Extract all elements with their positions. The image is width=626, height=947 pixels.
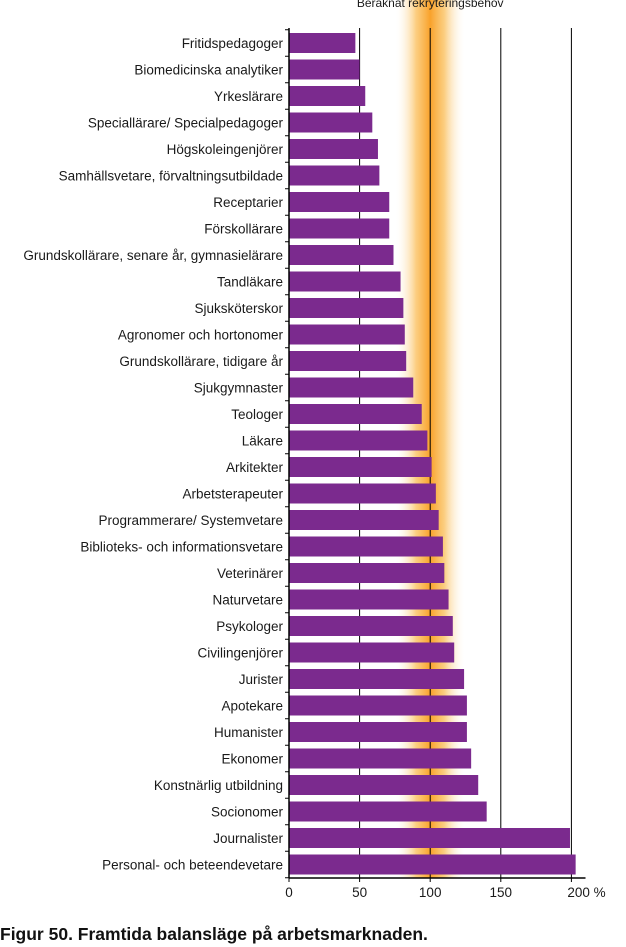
- bar-3: [289, 86, 366, 106]
- bar-15: [289, 404, 422, 424]
- bar-26: [289, 695, 467, 716]
- category-label: Psykologer: [216, 619, 283, 634]
- bar-27: [289, 722, 467, 742]
- bar-1: [289, 33, 356, 53]
- category-label: Grundskollärare, tidigare år: [119, 354, 283, 369]
- bar-8: [289, 218, 390, 239]
- bar-chart: Beräknat rekryteringsbehov Fritidspedago…: [23, 0, 606, 900]
- bar-18: [289, 483, 436, 504]
- category-label: Sjuksköterskor: [194, 301, 283, 316]
- bar-13: [289, 351, 407, 371]
- category-label: Apotekare: [221, 699, 283, 714]
- category-label: Samhällsvetare, förvaltningsutbildade: [59, 169, 283, 184]
- category-label: Yrkeslärare: [214, 89, 283, 104]
- bar-19: [289, 510, 439, 530]
- category-label: Förskollärare: [204, 222, 283, 237]
- category-label: Fritidspedagoger: [182, 36, 284, 51]
- category-label: Ekonomer: [221, 752, 283, 767]
- category-label: Läkare: [242, 434, 283, 449]
- category-label: Högskoleingenjörer: [167, 142, 284, 157]
- x-tick-label: 50: [352, 885, 367, 900]
- bar-2: [289, 59, 360, 80]
- category-label: Socionomer: [211, 805, 284, 820]
- bar-7: [289, 192, 390, 212]
- category-label: Journalister: [213, 831, 283, 846]
- category-label: Humanister: [214, 725, 284, 740]
- bar-16: [289, 430, 428, 451]
- bar-23: [289, 616, 453, 636]
- category-label: Biblioteks- och informationsvetare: [80, 540, 283, 555]
- category-label: Programmerare/ Systemvetare: [98, 513, 283, 528]
- category-label: Receptarier: [213, 195, 283, 210]
- category-label: Teologer: [231, 407, 283, 422]
- category-label: Jurister: [239, 672, 284, 687]
- bar-31: [289, 828, 570, 848]
- bar-5: [289, 139, 378, 159]
- x-tick-label: 150: [490, 885, 513, 900]
- category-label: Tandläkare: [217, 275, 283, 290]
- bar-21: [289, 563, 445, 583]
- bar-12: [289, 324, 405, 345]
- band-label: Beräknat rekryteringsbehov: [357, 0, 504, 10]
- bar-28: [289, 748, 472, 769]
- category-label: Arbetsterapeuter: [182, 487, 283, 502]
- bar-32: [289, 854, 576, 875]
- category-label: Grundskollärare, senare år, gymnasielära…: [23, 248, 283, 263]
- bar-24: [289, 642, 455, 663]
- category-label: Arkitekter: [226, 460, 284, 475]
- figure-caption: Figur 50. Framtida balansläge på arbetsm…: [0, 924, 428, 944]
- category-label: Sjukgymnaster: [194, 381, 284, 396]
- bar-11: [289, 298, 404, 318]
- bar-25: [289, 669, 465, 689]
- category-label: Speciallärare/ Specialpedagoger: [88, 116, 284, 131]
- x-tick-label: 100: [419, 885, 442, 900]
- x-tick-label: 200 %: [567, 885, 605, 900]
- category-label: Veterinärer: [217, 566, 284, 581]
- bar-17: [289, 457, 432, 477]
- bar-10: [289, 271, 401, 292]
- bar-9: [289, 245, 394, 265]
- category-label: Agronomer och hortonomer: [118, 328, 284, 343]
- bar-30: [289, 801, 487, 822]
- category-label: Civilingenjörer: [197, 646, 283, 661]
- category-label: Konstnärlig utbildning: [154, 778, 283, 793]
- category-label: Naturvetare: [212, 593, 283, 608]
- category-label: Personal- och beteendevetare: [102, 858, 283, 873]
- bar-14: [289, 377, 414, 398]
- bar-29: [289, 775, 479, 795]
- bar-4: [289, 112, 373, 133]
- bar-22: [289, 589, 449, 610]
- category-label: Biomedicinska analytiker: [134, 63, 283, 78]
- bar-6: [289, 165, 380, 186]
- bar-20: [289, 536, 443, 557]
- x-tick-label: 0: [285, 885, 293, 900]
